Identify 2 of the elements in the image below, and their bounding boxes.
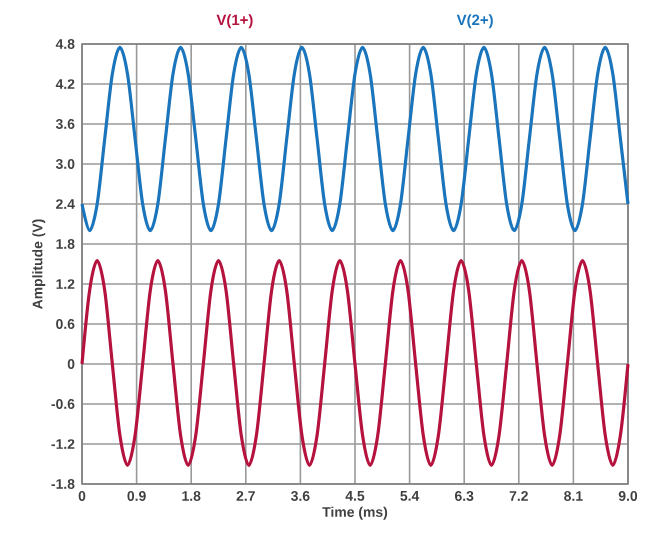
line-series xyxy=(80,259,630,467)
line-series xyxy=(80,45,630,233)
